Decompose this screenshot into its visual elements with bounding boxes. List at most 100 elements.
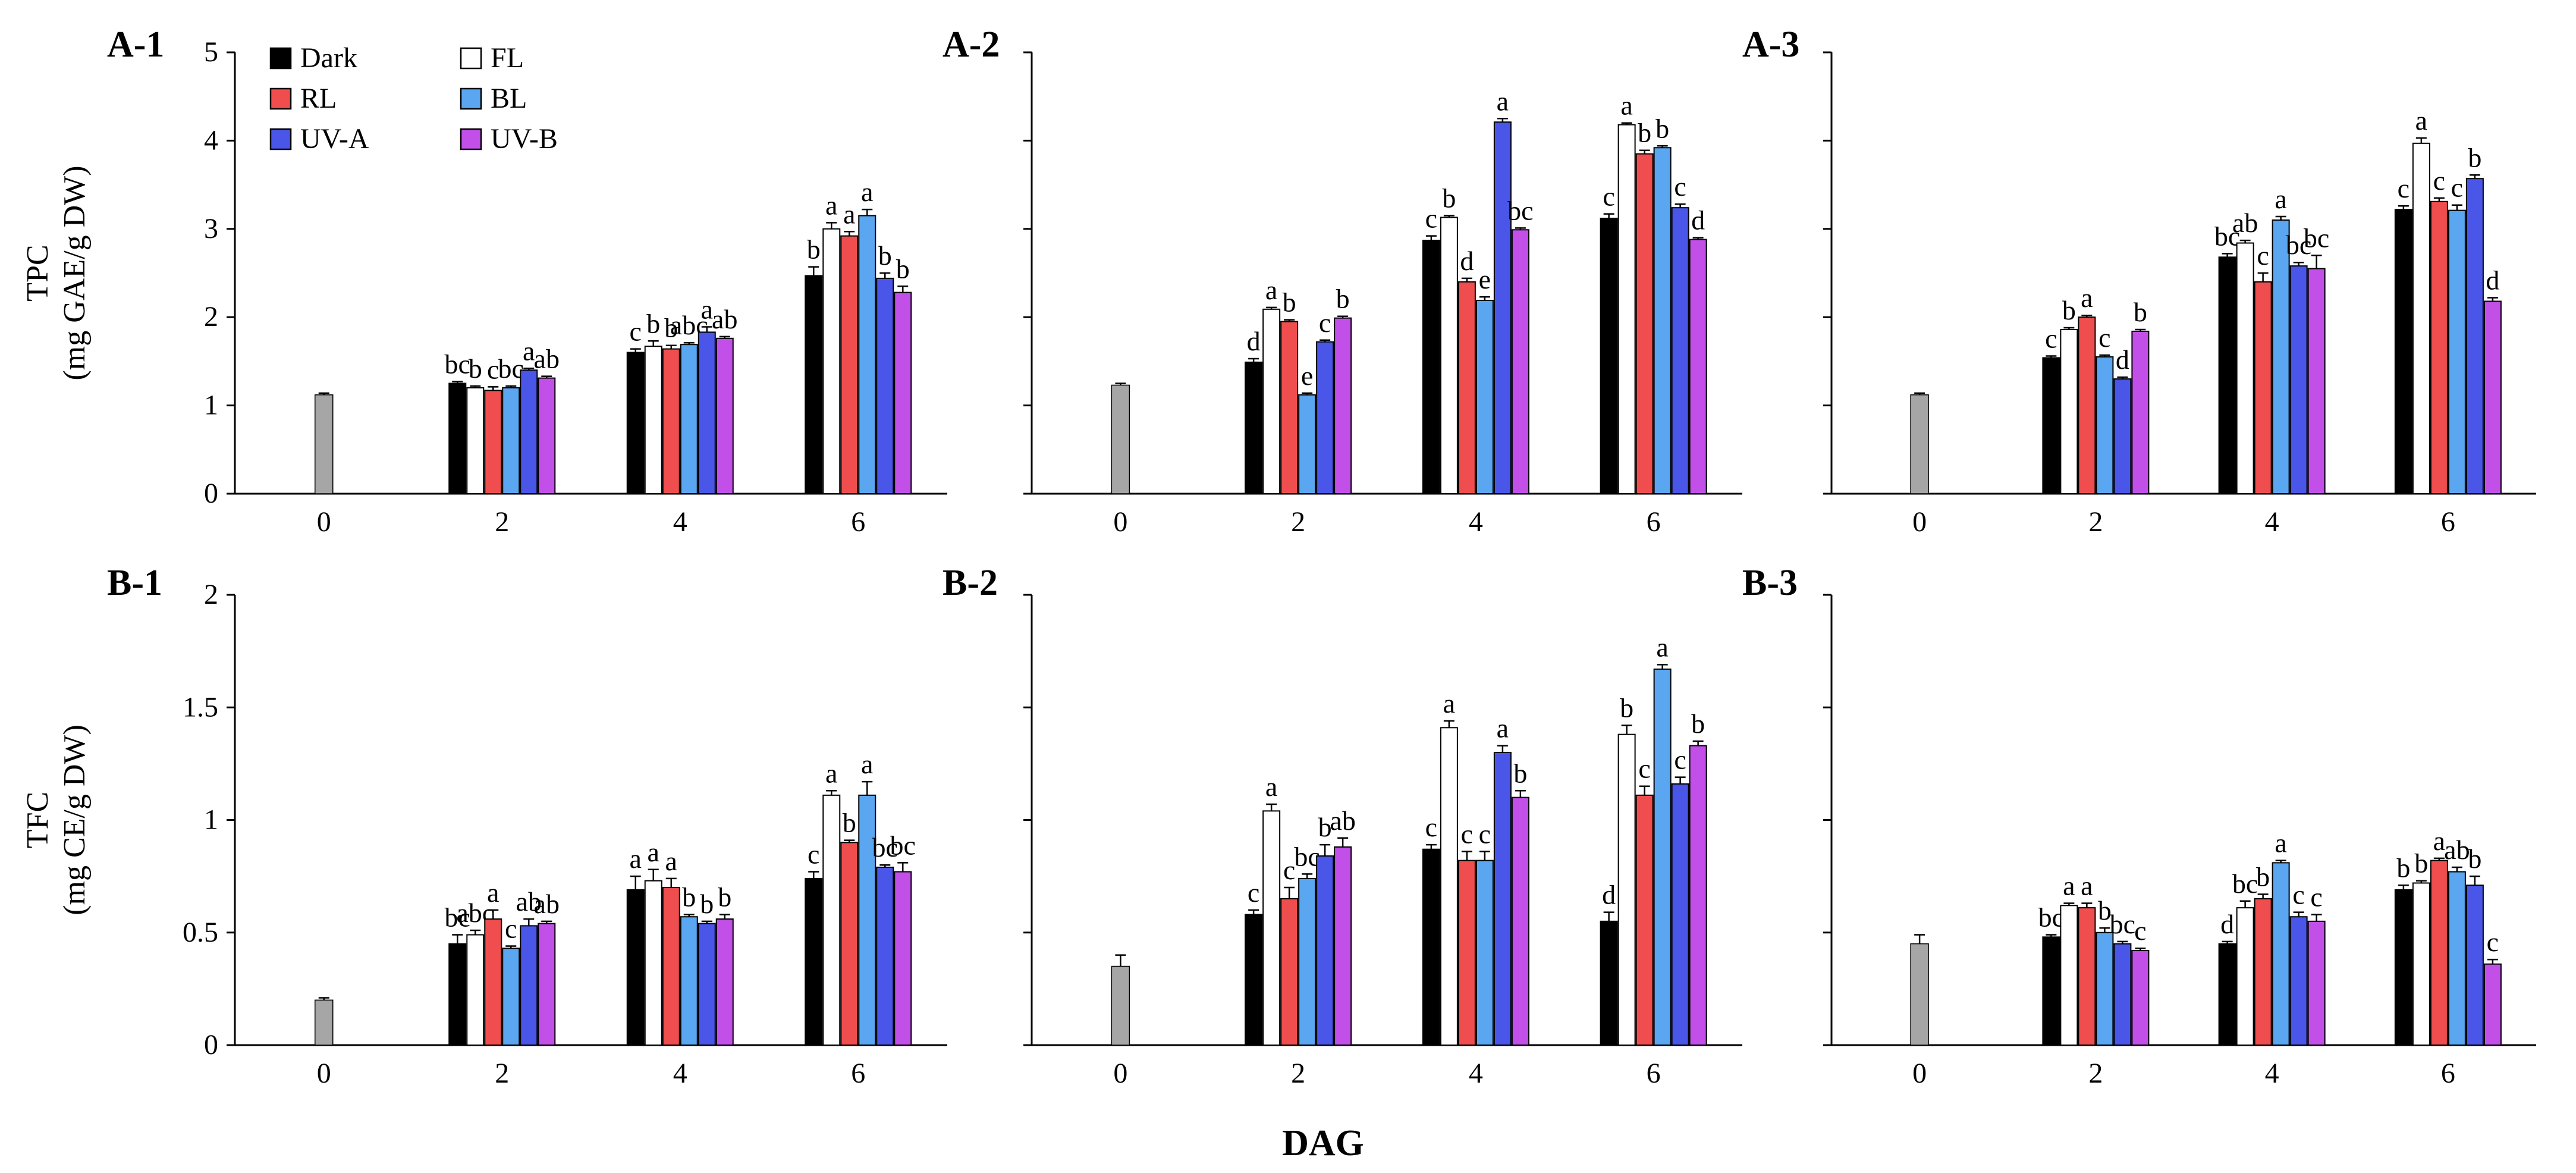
- significance-letter: c: [487, 354, 499, 384]
- bar-dark-2: [1245, 361, 1263, 494]
- bar-uv-a-2: [520, 925, 538, 1046]
- significance-letter: a: [2433, 826, 2445, 856]
- significance-letter: b: [718, 882, 731, 912]
- bar-uv-a-6: [1671, 783, 1689, 1046]
- significance-letter: a: [843, 199, 855, 229]
- bar-uv-b-2: [1334, 846, 1352, 1046]
- significance-letter: d: [2220, 909, 2234, 939]
- bar-uv-a-6: [2465, 178, 2484, 495]
- significance-letter: c: [1674, 745, 1686, 775]
- panel-title: A-2: [943, 24, 1000, 65]
- bar-control-0: [1910, 943, 1929, 1046]
- bar-uv-b-4: [1511, 796, 1529, 1046]
- legend-label: FL: [491, 42, 524, 74]
- bar-bl-6: [2448, 209, 2466, 494]
- bar-control-0: [1910, 394, 1929, 494]
- y-axis-title: TPC: [21, 244, 55, 301]
- significance-letter: c: [2292, 880, 2304, 910]
- x-tick-label: 0: [317, 1058, 331, 1089]
- bar-bl-6: [1653, 668, 1672, 1046]
- significance-letter: a: [1656, 632, 1668, 662]
- bar-bl-4: [2272, 862, 2290, 1046]
- legend-swatch-fl: [460, 47, 482, 70]
- significance-letter: b: [1283, 287, 1296, 318]
- significance-letter: c: [2045, 323, 2057, 353]
- y-tick-label: 2: [204, 579, 218, 610]
- bar-dark-2: [2042, 357, 2060, 494]
- legend-label: UV-B: [491, 123, 558, 155]
- bar-uv-a-6: [876, 277, 894, 494]
- x-tick-label: 2: [2088, 506, 2103, 538]
- significance-letter: c: [2451, 172, 2463, 203]
- x-tick-label: 2: [495, 1058, 509, 1089]
- significance-letter: ab: [1330, 805, 1355, 836]
- bar-fl-2: [2060, 905, 2078, 1046]
- significance-letter: b: [1655, 113, 1669, 143]
- bar-uv-b-2: [2131, 330, 2150, 494]
- x-tick-label: 6: [1647, 506, 1661, 538]
- panel-title: A-1: [107, 24, 164, 65]
- x-tick-label: 4: [2265, 506, 2279, 538]
- significance-letter: bc: [1507, 195, 1533, 225]
- bar-fl-6: [1617, 124, 1636, 495]
- significance-letter: a: [1497, 86, 1509, 116]
- legend-swatch-rl: [269, 87, 292, 110]
- x-tick-label: 2: [1291, 506, 1305, 538]
- significance-letter: c: [808, 839, 819, 870]
- significance-letter: c: [2398, 173, 2409, 203]
- bar-uv-b-2: [2131, 950, 2150, 1046]
- panel-title: A-3: [1742, 24, 1799, 65]
- significance-letter: b: [1638, 118, 1651, 148]
- significance-letter: ab: [534, 344, 560, 374]
- significance-letter: c: [2099, 322, 2110, 353]
- significance-letter: c: [630, 316, 642, 347]
- bar-uv-b-6: [2483, 963, 2502, 1046]
- x-axis-title: DAG: [1282, 1123, 1364, 1163]
- x-tick-label: 2: [1291, 1058, 1305, 1089]
- bar-dark-4: [626, 889, 645, 1046]
- bar-uv-b-6: [1689, 239, 1707, 494]
- significance-letter: a: [665, 846, 677, 876]
- significance-letter: ab: [2444, 835, 2470, 865]
- significance-letter: b: [2098, 895, 2112, 926]
- bar-bl-4: [1475, 860, 1494, 1046]
- significance-letter: b: [843, 808, 856, 838]
- bar-uv-a-6: [876, 866, 894, 1046]
- bar-bl-6: [858, 215, 877, 494]
- y-tick-label: 0: [204, 1029, 218, 1061]
- significance-letter: bc: [445, 902, 470, 933]
- significance-letter: d: [1247, 326, 1261, 356]
- significance-letter: b: [1620, 693, 1633, 723]
- bar-uv-b-2: [538, 923, 556, 1046]
- x-tick-label: 0: [1912, 506, 1927, 538]
- significance-letter: bc: [890, 830, 916, 860]
- x-tick-label: 0: [317, 506, 331, 538]
- bar-rl-2: [484, 390, 502, 495]
- significance-letter: c: [1674, 171, 1686, 202]
- legend: Dark FL RL BL UV-A UV-B: [269, 42, 558, 155]
- bar-fl-6: [822, 228, 841, 494]
- bar-dark-2: [448, 382, 467, 494]
- bar-rl-6: [840, 235, 859, 494]
- bar-fl-4: [644, 346, 662, 494]
- bar-dark-4: [2218, 256, 2236, 494]
- significance-letter: a: [487, 877, 499, 908]
- significance-letter: a: [1620, 90, 1632, 121]
- bar-bl-4: [680, 344, 698, 494]
- significance-letter: bc: [2038, 902, 2064, 933]
- bar-fl-2: [466, 934, 485, 1046]
- bar-bl-6: [1653, 147, 1672, 495]
- y-tick-label: 1: [204, 804, 218, 836]
- significance-letter: b: [1513, 758, 1527, 788]
- significance-letter: a: [861, 177, 873, 207]
- bar-control-0: [1111, 965, 1130, 1046]
- y-axis-title: (mg CE/g DW): [58, 724, 92, 915]
- x-tick-label: 4: [673, 1058, 687, 1089]
- x-tick-label: 4: [1469, 506, 1483, 538]
- significance-letter: c: [1461, 818, 1473, 849]
- bar-uv-a-2: [2113, 378, 2132, 495]
- bar-bl-2: [502, 948, 520, 1046]
